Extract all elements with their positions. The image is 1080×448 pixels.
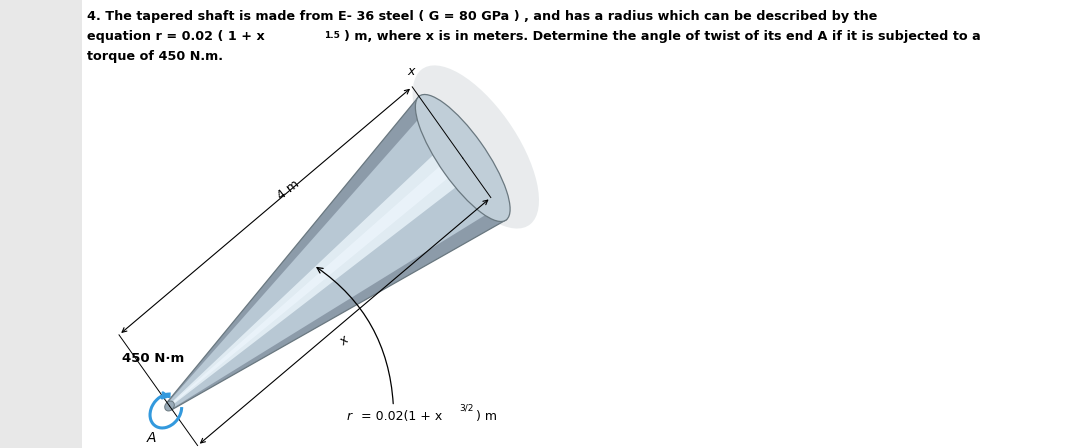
Text: A: A bbox=[147, 431, 156, 445]
Polygon shape bbox=[168, 139, 474, 407]
Text: = 0.02(1 + x: = 0.02(1 + x bbox=[356, 410, 442, 423]
Text: x: x bbox=[337, 333, 351, 348]
Text: 4 m: 4 m bbox=[275, 178, 302, 203]
Polygon shape bbox=[167, 96, 428, 403]
Text: x: x bbox=[407, 65, 415, 78]
Text: r: r bbox=[347, 410, 352, 423]
Text: ) m: ) m bbox=[476, 410, 497, 423]
Text: torque of 450 N.m.: torque of 450 N.m. bbox=[87, 50, 224, 63]
Text: 3/2: 3/2 bbox=[459, 404, 474, 413]
Ellipse shape bbox=[413, 65, 539, 228]
Bar bbox=[0, 0, 82, 448]
Polygon shape bbox=[172, 207, 507, 409]
Text: equation r = 0.02 ( 1 + x: equation r = 0.02 ( 1 + x bbox=[87, 30, 265, 43]
Text: ) m, where x is in meters. Determine the angle of twist of its end A if it is su: ) m, where x is in meters. Determine the… bbox=[343, 30, 981, 43]
Polygon shape bbox=[167, 96, 507, 409]
Ellipse shape bbox=[416, 95, 510, 221]
Text: 1.5: 1.5 bbox=[324, 30, 340, 39]
Polygon shape bbox=[170, 151, 467, 406]
Text: 4. The tapered shaft is made from E- 36 steel ( G = 80 GPa ) , and has a radius : 4. The tapered shaft is made from E- 36 … bbox=[87, 10, 877, 23]
Text: 450 N·m: 450 N·m bbox=[122, 352, 184, 365]
Ellipse shape bbox=[165, 401, 174, 411]
